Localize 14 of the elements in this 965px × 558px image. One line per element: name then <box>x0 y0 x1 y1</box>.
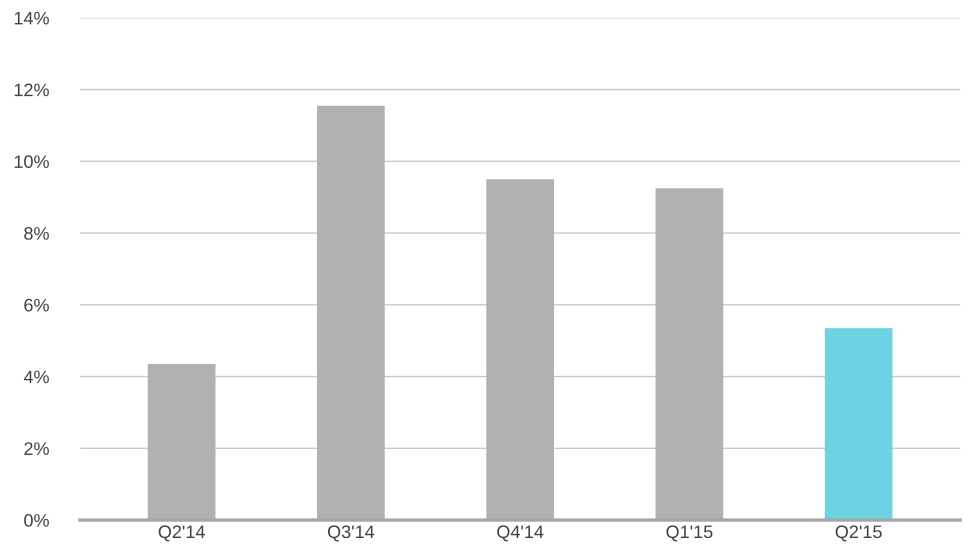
y-tick-label: 4% <box>24 370 49 384</box>
y-tick-label: 10% <box>14 155 49 168</box>
x-tick-label: Q4'14 <box>497 525 544 542</box>
bar <box>824 328 892 520</box>
y-tick-label: 12% <box>14 84 49 96</box>
y-tick-label: 8% <box>24 227 49 240</box>
y-tick-label: 14% <box>14 12 49 25</box>
x-tick-label: Q3'14 <box>328 525 374 542</box>
x-tick-label: Q1'15 <box>666 525 712 542</box>
x-tick-label: Q2'14 <box>158 525 205 542</box>
y-tick-label: 2% <box>24 442 49 455</box>
x-tick-label: Q2'15 <box>836 525 882 542</box>
y-tick-label: 0% <box>24 514 49 527</box>
y-tick-label: 6% <box>24 298 49 312</box>
